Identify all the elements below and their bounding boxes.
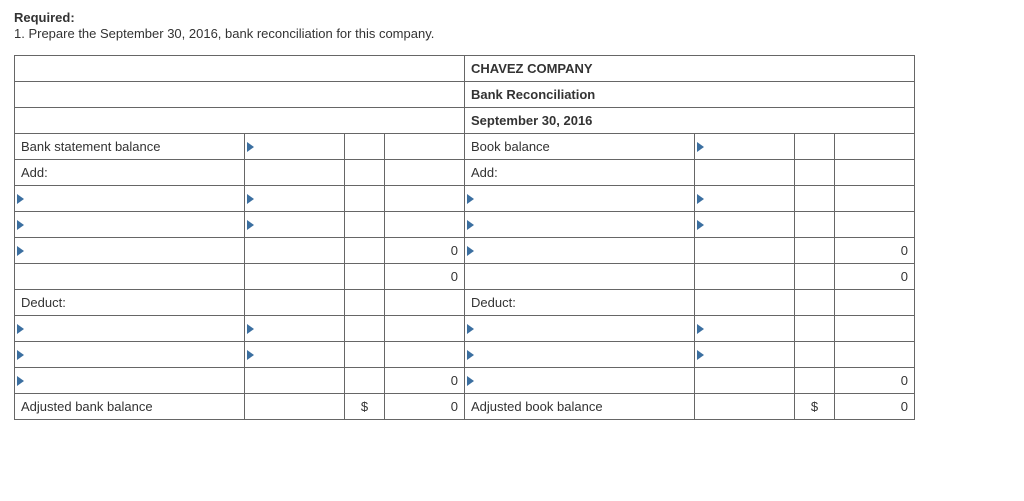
dropdown-icon (697, 142, 704, 152)
bank-add-amt-input[interactable] (245, 186, 345, 212)
dropdown-icon (697, 220, 704, 230)
doc-title: Bank Reconciliation (465, 82, 915, 108)
adjusted-book-label: Adjusted book balance (465, 394, 695, 420)
book-add-item-input[interactable] (465, 212, 695, 238)
dropdown-icon (697, 350, 704, 360)
currency-symbol: $ (345, 394, 385, 420)
book-add-label: Add: (465, 160, 695, 186)
dropdown-icon (467, 220, 474, 230)
dropdown-icon (247, 220, 254, 230)
bank-deduct-item-input[interactable] (15, 368, 245, 394)
bank-add-amt-input[interactable] (245, 212, 345, 238)
question-header: Required: 1. Prepare the September 30, 2… (14, 10, 1010, 41)
dropdown-icon (17, 194, 24, 204)
bank-balance-input[interactable] (245, 134, 345, 160)
dropdown-icon (247, 324, 254, 334)
book-deduct-item-input[interactable] (465, 342, 695, 368)
bank-deduct-subtotal: 0 (385, 368, 465, 394)
adjusted-book-total: 0 (835, 394, 915, 420)
book-deduct-subtotal: 0 (835, 368, 915, 394)
company-title: CHAVEZ COMPANY (465, 56, 915, 82)
dropdown-icon (17, 324, 24, 334)
dropdown-icon (17, 376, 24, 386)
bank-add-item-input[interactable] (15, 238, 245, 264)
book-after-add-total: 0 (835, 264, 915, 290)
book-add-item-input[interactable] (465, 186, 695, 212)
dropdown-icon (467, 350, 474, 360)
dropdown-icon (697, 324, 704, 334)
book-balance-input[interactable] (695, 134, 795, 160)
bank-add-item-input[interactable] (15, 186, 245, 212)
dropdown-icon (467, 376, 474, 386)
dropdown-icon (467, 194, 474, 204)
bank-add-item-input[interactable] (15, 212, 245, 238)
bank-deduct-amt-input[interactable] (245, 342, 345, 368)
bank-deduct-item-input[interactable] (15, 342, 245, 368)
dropdown-icon (17, 350, 24, 360)
dropdown-icon (247, 194, 254, 204)
book-add-amt-input[interactable] (695, 212, 795, 238)
adjusted-bank-label: Adjusted bank balance (15, 394, 245, 420)
book-add-item-input[interactable] (465, 238, 695, 264)
currency-symbol: $ (795, 394, 835, 420)
dropdown-icon (247, 350, 254, 360)
bank-after-add-total: 0 (385, 264, 465, 290)
dropdown-icon (247, 142, 254, 152)
book-add-subtotal: 0 (835, 238, 915, 264)
book-deduct-item-input[interactable] (465, 368, 695, 394)
dropdown-icon (467, 246, 474, 256)
book-deduct-amt-input[interactable] (695, 316, 795, 342)
date-title: September 30, 2016 (465, 108, 915, 134)
question-text: 1. Prepare the September 30, 2016, bank … (14, 26, 1010, 41)
dropdown-icon (17, 220, 24, 230)
bank-add-label: Add: (15, 160, 245, 186)
bank-balance-label: Bank statement balance (15, 134, 245, 160)
book-add-amt-input[interactable] (695, 186, 795, 212)
dropdown-icon (467, 324, 474, 334)
required-label: Required: (14, 10, 75, 25)
book-balance-label: Book balance (465, 134, 695, 160)
dropdown-icon (17, 246, 24, 256)
reconciliation-table: CHAVEZ COMPANY Bank Reconciliation Septe… (14, 55, 915, 420)
bank-deduct-amt-input[interactable] (245, 316, 345, 342)
book-deduct-item-input[interactable] (465, 316, 695, 342)
book-deduct-label: Deduct: (465, 290, 695, 316)
book-deduct-amt-input[interactable] (695, 342, 795, 368)
bank-deduct-item-input[interactable] (15, 316, 245, 342)
bank-add-subtotal: 0 (385, 238, 465, 264)
bank-deduct-label: Deduct: (15, 290, 245, 316)
dropdown-icon (697, 194, 704, 204)
adjusted-bank-total: 0 (385, 394, 465, 420)
